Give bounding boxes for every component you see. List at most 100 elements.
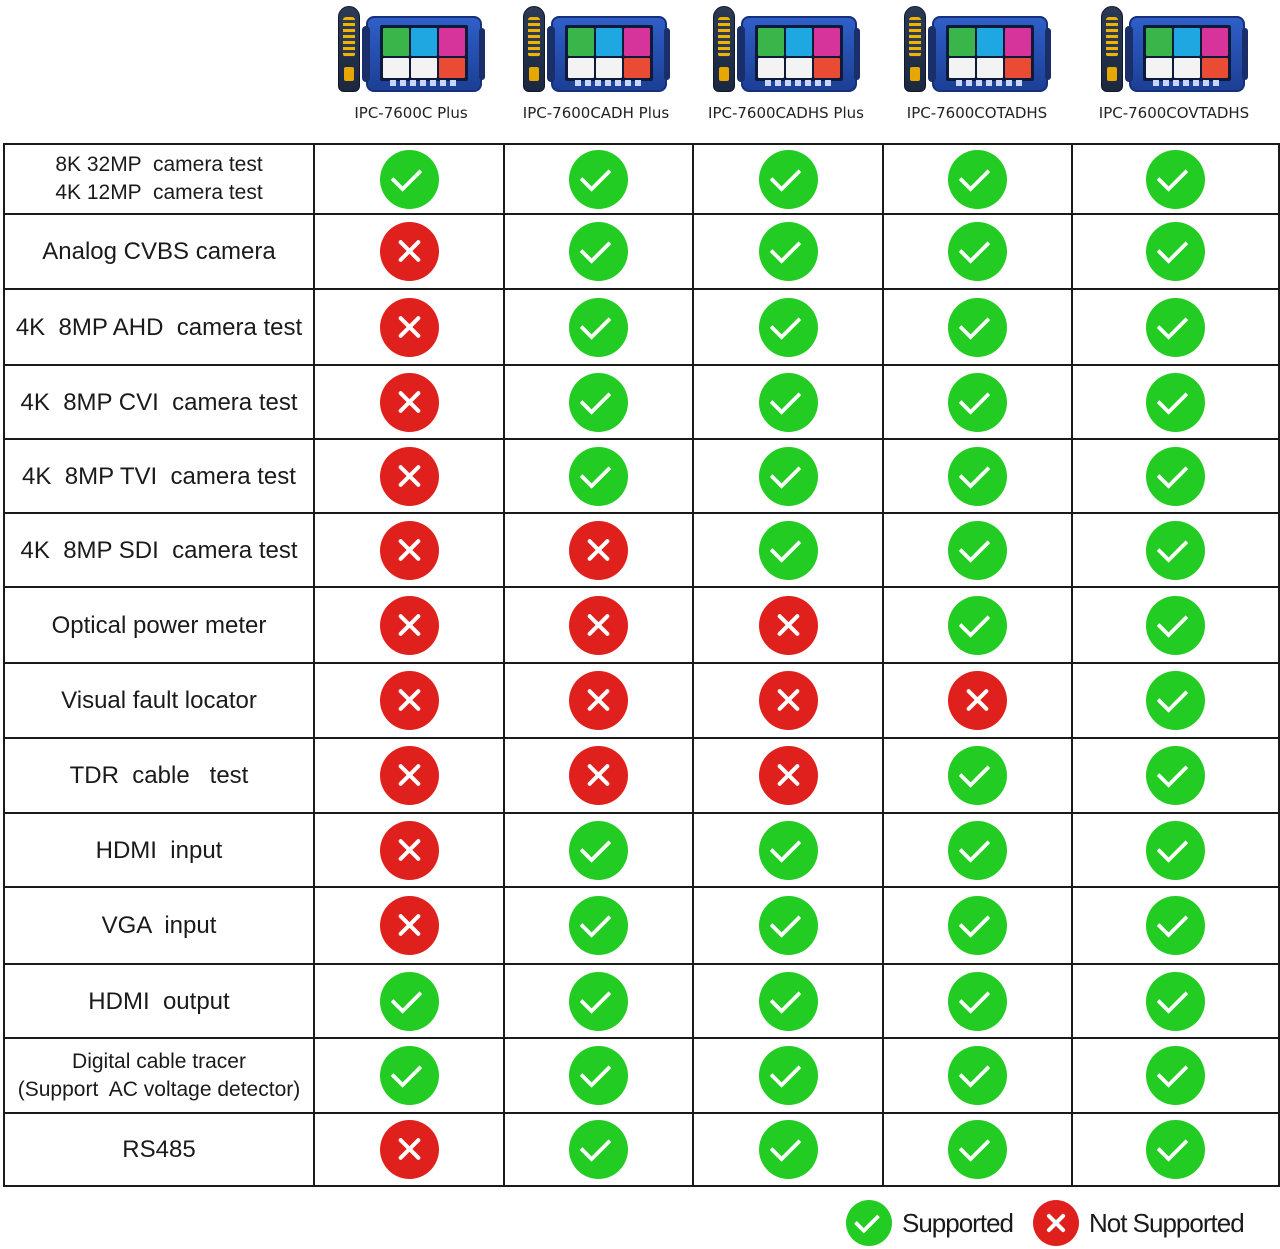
- support-cell: [692, 288, 884, 366]
- product-name: IPC-7600CADHS Plus: [708, 104, 864, 122]
- feature-label-cell: 4K 8MP AHD camera test: [3, 288, 315, 366]
- support-cell: [503, 737, 694, 814]
- support-cell: [503, 812, 694, 888]
- not-supported-cross-icon: [379, 520, 439, 580]
- table-row: Analog CVBS camera: [3, 213, 1280, 290]
- supported-check-icon: [758, 896, 818, 955]
- feature-label-cell: Optical power meter: [3, 586, 315, 664]
- support-cell: [313, 1037, 505, 1114]
- tester-device-image: [928, 16, 1051, 92]
- feature-sublabel: 4K 12MP camera test: [55, 181, 263, 204]
- not-supported-cross-icon: [379, 896, 439, 955]
- supported-check-icon: [758, 372, 818, 432]
- support-cell: [692, 213, 884, 290]
- support-cell: [313, 143, 505, 215]
- support-cell: [313, 213, 505, 290]
- support-cell: [692, 737, 884, 814]
- product-column: IPC-7600COTADHS: [887, 0, 1067, 140]
- supported-check-icon: [1146, 896, 1205, 955]
- tester-device-image: [362, 16, 485, 92]
- product-image: [336, 2, 486, 98]
- supported-check-icon: [758, 222, 818, 281]
- table-row: TDR cable test: [3, 737, 1280, 814]
- cable-tracer-image: [713, 6, 735, 92]
- supported-check-icon: [1146, 446, 1205, 506]
- support-cell: [692, 812, 884, 888]
- product-column: IPC-7600COVTADHS: [1084, 0, 1264, 140]
- not-supported-cross-icon: [379, 746, 439, 805]
- supported-check-icon: [569, 446, 628, 506]
- support-cell: [503, 586, 694, 664]
- support-cell: [692, 586, 884, 664]
- support-cell: [503, 213, 694, 290]
- supported-check-icon: [948, 896, 1007, 955]
- support-cell: [692, 512, 884, 588]
- support-cell: [313, 364, 505, 440]
- supported-check-icon: [569, 896, 628, 955]
- product-name: IPC-7600COVTADHS: [1098, 104, 1250, 122]
- supported-check-icon: [948, 222, 1007, 281]
- support-cell: [1071, 586, 1280, 664]
- support-cell: [1071, 143, 1280, 215]
- table-row: 8K 32MP camera test 4K 12MP camera test: [3, 143, 1280, 215]
- table-row: Digital cable tracer (Support AC voltage …: [3, 1037, 1280, 1114]
- supported-check-icon: [948, 520, 1007, 580]
- support-cell: [1071, 438, 1280, 514]
- support-cell: [503, 662, 694, 739]
- support-cell: [882, 812, 1073, 888]
- supported-check-icon: [1146, 372, 1205, 432]
- support-cell: [692, 364, 884, 440]
- not-supported-cross-icon: [379, 671, 439, 730]
- supported-check-icon: [948, 1046, 1007, 1105]
- supported-check-icon: [1146, 222, 1205, 281]
- feature-label-cell: 8K 32MP camera test 4K 12MP camera test: [3, 143, 315, 215]
- support-cell: [882, 288, 1073, 366]
- support-cell: [503, 288, 694, 366]
- supported-check-icon: [948, 746, 1007, 805]
- product-column: IPC-7600C Plus: [321, 0, 501, 140]
- support-cell: [1071, 288, 1280, 366]
- supported-check-icon: [846, 1200, 892, 1246]
- supported-check-icon: [948, 372, 1007, 432]
- legend-not-supported-label: Not Supported: [1088, 1207, 1245, 1238]
- supported-check-icon: [1146, 149, 1205, 209]
- product-image: [1099, 2, 1249, 98]
- support-cell: [313, 438, 505, 514]
- supported-check-icon: [379, 1046, 439, 1105]
- supported-check-icon: [758, 1046, 818, 1105]
- feature-label: HDMI input: [95, 836, 223, 864]
- feature-sublabel: (Support AC voltage detector): [17, 1077, 301, 1101]
- support-cell: [882, 963, 1073, 1039]
- support-cell: [692, 438, 884, 514]
- cable-tracer-image: [338, 6, 360, 92]
- feature-label: 4K 8MP CVI camera test: [20, 388, 298, 416]
- not-supported-cross-icon: [379, 595, 439, 655]
- supported-check-icon: [569, 372, 628, 432]
- support-cell: [1071, 737, 1280, 814]
- supported-check-icon: [1146, 971, 1205, 1031]
- product-column: IPC-7600CADH Plus: [506, 0, 686, 140]
- cable-tracer-image: [523, 6, 545, 92]
- support-cell: [503, 1112, 694, 1187]
- supported-check-icon: [948, 971, 1007, 1031]
- product-name: IPC-7600C Plus: [354, 104, 468, 122]
- support-cell: [503, 886, 694, 965]
- support-cell: [692, 963, 884, 1039]
- feature-label-cell: RS485: [3, 1112, 315, 1187]
- table-row: VGA input: [3, 886, 1280, 965]
- support-cell: [503, 143, 694, 215]
- supported-check-icon: [1146, 820, 1205, 880]
- feature-label-cell: TDR cable test: [3, 737, 315, 814]
- supported-check-icon: [569, 820, 628, 880]
- supported-check-icon: [1146, 297, 1205, 357]
- supported-check-icon: [758, 149, 818, 209]
- supported-check-icon: [948, 820, 1007, 880]
- feature-comparison-table: 8K 32MP camera test 4K 12MP camera test An…: [3, 143, 1280, 1187]
- not-supported-cross-icon: [379, 1120, 439, 1179]
- not-supported-cross-icon: [379, 297, 439, 357]
- cable-tracer-image: [904, 6, 926, 92]
- supported-check-icon: [758, 297, 818, 357]
- not-supported-cross-icon: [379, 820, 439, 880]
- not-supported-cross-icon: [379, 446, 439, 506]
- feature-label: RS485: [122, 1136, 196, 1163]
